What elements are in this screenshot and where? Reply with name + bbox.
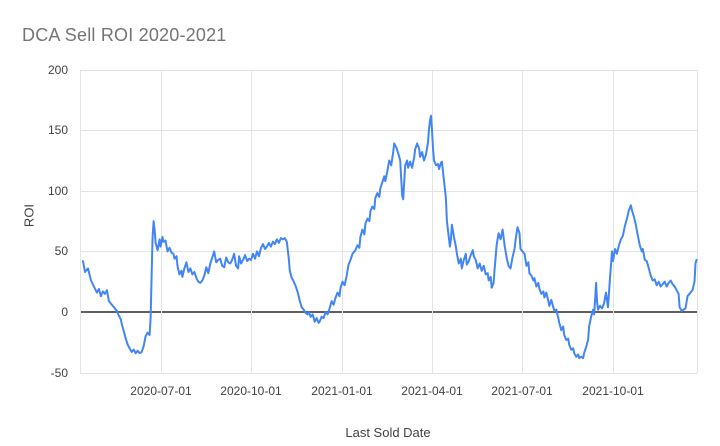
y-tick-label: 0 — [61, 305, 68, 319]
x-tick-label: 2021-01-01 — [311, 384, 373, 398]
chart-title: DCA Sell ROI 2020-2021 — [22, 25, 227, 45]
gridline-vertical — [161, 70, 162, 373]
plot-border — [697, 70, 698, 373]
x-tick-label: 2021-04-01 — [401, 384, 463, 398]
x-tick-label: 2020-07-01 — [130, 384, 192, 398]
gridline-vertical — [251, 70, 252, 373]
gridline-vertical — [342, 70, 343, 373]
y-axis-title: ROI — [21, 203, 37, 228]
x-tick-label: 2021-07-01 — [491, 384, 553, 398]
y-tick-label: -50 — [50, 366, 68, 380]
gridline-vertical — [613, 70, 614, 373]
y-tick-label: 150 — [47, 123, 68, 137]
x-tick-label: 2020-10-01 — [220, 384, 282, 398]
gridline-vertical — [432, 70, 433, 373]
x-axis-title: Last Sold Date — [345, 425, 431, 440]
x-tick-label: 2021-10-01 — [582, 384, 644, 398]
y-tick-label: 100 — [47, 184, 68, 198]
gridline-horizontal — [80, 373, 697, 374]
gridline-horizontal — [80, 251, 697, 252]
gridline-horizontal — [80, 191, 697, 192]
gridline-horizontal — [80, 130, 697, 131]
gridline-vertical — [522, 70, 523, 373]
roi-series-line — [82, 114, 698, 360]
zero-baseline — [80, 311, 697, 313]
y-tick-label: 50 — [54, 244, 68, 258]
gridline-horizontal — [80, 70, 697, 71]
plot-border — [80, 70, 81, 373]
y-tick-label: 200 — [47, 63, 68, 77]
